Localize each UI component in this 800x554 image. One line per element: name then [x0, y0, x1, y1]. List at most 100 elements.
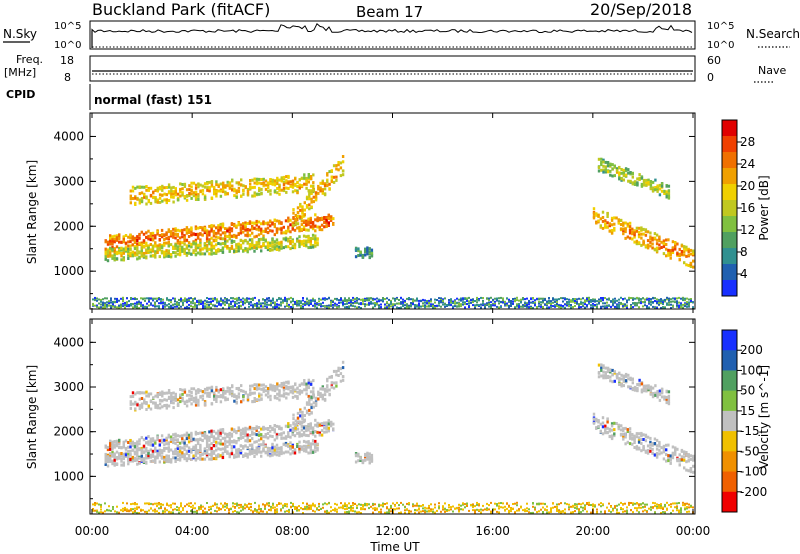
power-cell: [611, 167, 614, 171]
velocity-cell: [210, 402, 214, 406]
power-cell: [296, 226, 299, 230]
power-cell: [314, 213, 317, 217]
power-noise-cell: [140, 301, 142, 304]
velocity-cell: [242, 398, 245, 402]
velocity-cell: [194, 458, 198, 462]
power-cell: [161, 199, 164, 203]
power-cell: [222, 185, 225, 189]
power-noise-cell: [252, 297, 254, 300]
power-noise-cell: [552, 297, 554, 300]
velocity-cell: [305, 448, 308, 452]
power-noise-cell: [536, 297, 538, 300]
power-cell: [181, 191, 184, 195]
velocity-cell: [314, 442, 317, 446]
power-cell: [665, 192, 668, 196]
power-cell: [280, 246, 283, 250]
velocity-cell: [210, 449, 213, 453]
power-noise-cell: [508, 298, 510, 301]
power-cell: [194, 225, 198, 229]
power-cell: [655, 242, 659, 246]
velocity-cell: [314, 396, 318, 400]
velocity-cell: [275, 443, 279, 447]
power-cell: [595, 221, 598, 225]
power-noise-cell: [476, 298, 478, 301]
nave-tick-bottom: 0: [707, 71, 714, 84]
power-noise-cell: [600, 305, 602, 308]
power-cell: [275, 238, 279, 242]
power-cell: [179, 190, 182, 194]
power-noise-cell: [180, 305, 182, 308]
power-noise-cell: [326, 305, 328, 308]
power-cell: [289, 184, 292, 188]
velocity-cell: [301, 410, 304, 414]
power-noise-cell: [530, 307, 532, 309]
power-cell: [231, 179, 234, 183]
power-cell: [233, 240, 236, 243]
velocity-cell: [154, 441, 157, 445]
power-noise-cell: [454, 305, 456, 308]
power-noise-cell: [134, 302, 136, 305]
power-noise-cell: [390, 299, 392, 302]
power-cell: [219, 182, 223, 186]
power-noise-cell: [516, 303, 518, 306]
velocity-cell: [208, 453, 211, 457]
velocity-cell: [280, 433, 283, 437]
power-cell: [257, 242, 261, 246]
power-noise-cell: [284, 299, 286, 302]
power-cell: [138, 192, 141, 196]
velocity-cell: [154, 457, 157, 461]
power-noise-cell: [604, 306, 606, 309]
power-data-layer: [92, 155, 695, 310]
power-noise-cell: [188, 298, 190, 301]
power-cell: [120, 248, 123, 252]
power-noise-cell: [280, 304, 282, 307]
velocity-cell: [185, 444, 189, 447]
power-cell: [299, 215, 302, 219]
power-cell: [683, 246, 686, 250]
power-cell: [172, 185, 175, 189]
velocity-cell: [118, 456, 121, 460]
velocity-cell: [289, 428, 292, 432]
power-cell: [606, 212, 609, 216]
power-cell: [337, 163, 340, 167]
velocity-cell: [314, 401, 318, 405]
velocity-cell: [120, 452, 123, 455]
power-noise-cell: [620, 302, 622, 304]
power-cell: [145, 202, 148, 206]
power-cell: [305, 239, 308, 243]
power-cell: [219, 233, 222, 237]
velocity-cell: [210, 453, 213, 457]
power-noise-cell: [232, 305, 234, 308]
power-noise-cell: [110, 301, 112, 304]
velocity-cell: [595, 417, 598, 421]
power-cell: [620, 171, 623, 175]
power-cell: [600, 160, 603, 164]
power-cell: [280, 244, 283, 248]
nsky-trace: [91, 23, 693, 48]
power-noise-cell: [554, 300, 556, 303]
power-noise-cell: [324, 298, 326, 301]
power-noise-cell: [152, 298, 154, 301]
power-noise-cell: [316, 303, 318, 306]
power-noise-cell: [102, 304, 104, 307]
power-cell: [120, 240, 123, 244]
power-cell: [147, 244, 150, 248]
power-cell: [291, 185, 295, 189]
velocity-cell: [158, 398, 162, 402]
velocity-cell: [178, 441, 182, 445]
power-noise-cell: [542, 299, 544, 302]
power-cell: [609, 162, 612, 166]
power-cell: [111, 237, 114, 241]
velocity-cell: [154, 460, 157, 464]
velocity-cell: [309, 422, 312, 426]
velocity-cell: [298, 431, 301, 435]
velocity-cell: [339, 379, 343, 383]
power-cell: [649, 244, 652, 248]
velocity-cell: [293, 448, 297, 452]
power-cell: [194, 238, 198, 242]
power-noise-cell: [432, 303, 434, 306]
velocity-cell: [284, 443, 288, 447]
power-cell: [633, 229, 636, 233]
power-noise-cell: [532, 301, 534, 304]
power-noise-cell: [544, 303, 546, 306]
